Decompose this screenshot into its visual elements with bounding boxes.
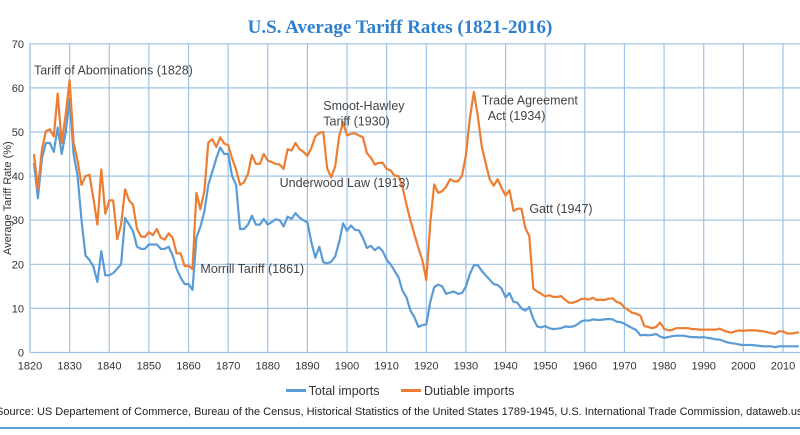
- y-tick-label: 0: [18, 348, 24, 360]
- bottom-rule: [0, 427, 800, 429]
- x-tick-label: 1850: [137, 361, 161, 373]
- y-axis-label: Average Tariff Rate (%): [2, 141, 14, 255]
- chart-title: U.S. Average Tariff Rates (1821-2016): [247, 17, 553, 38]
- annotation: Smoot-Hawley: [323, 99, 405, 113]
- legend-swatch: [285, 389, 306, 392]
- legend: Total imports Dutiable imports: [0, 381, 800, 398]
- x-tick-label: 2000: [731, 361, 755, 373]
- y-tick-label: 50: [12, 127, 24, 139]
- series-line-total-imports: [32, 97, 799, 349]
- x-tick-label: 1870: [216, 361, 240, 373]
- x-tick-label: 1950: [533, 361, 557, 373]
- x-tick-label: 1980: [652, 361, 676, 373]
- y-tick-label: 10: [12, 303, 24, 315]
- x-tick-label: 1880: [256, 361, 280, 373]
- legend-label: Total imports: [308, 383, 380, 398]
- legend-item-total: Total imports: [285, 383, 380, 398]
- x-tick-label: 1830: [57, 361, 81, 373]
- annotation: Act (1934): [488, 109, 546, 123]
- x-tick-label: 1920: [414, 361, 438, 373]
- x-tick-label: 1910: [374, 361, 398, 373]
- legend-label: Dutiable imports: [424, 383, 515, 398]
- y-tick-label: 60: [12, 83, 24, 95]
- x-tick-label: 1990: [691, 361, 715, 373]
- y-tick-label: 70: [12, 39, 24, 51]
- y-tick-label: 20: [12, 259, 24, 271]
- annotation: Tariff (1930): [323, 114, 389, 128]
- y-tick-label: 40: [12, 171, 24, 183]
- x-tick-label: 2010: [771, 361, 795, 373]
- x-tick-label: 1970: [612, 361, 636, 373]
- series-line-dutiable-imports: [32, 79, 800, 336]
- annotation: Tariff of Abominations (1828): [34, 64, 193, 78]
- x-tick-label: 1940: [493, 361, 517, 373]
- annotation: Underwood Law (1913): [280, 176, 410, 190]
- source-note: Source: US Departement of Commerce, Bure…: [0, 406, 800, 418]
- x-tick-label: 1820: [18, 361, 42, 373]
- x-tick-label: 1840: [97, 361, 121, 373]
- legend-swatch: [401, 389, 421, 392]
- annotation: Gatt (1947): [529, 202, 592, 216]
- x-tick-label: 1930: [454, 361, 478, 373]
- x-tick-label: 1960: [573, 361, 597, 373]
- legend-item-dutiable: Dutiable imports: [401, 384, 514, 398]
- y-tick-label: 30: [12, 215, 24, 227]
- annotation: Trade Agreement: [482, 94, 579, 108]
- x-tick-label: 1900: [335, 361, 359, 373]
- x-tick-label: 1890: [295, 361, 319, 373]
- x-tick-label: 1860: [176, 361, 200, 373]
- annotation: Morrill Tariff (1861): [200, 262, 304, 276]
